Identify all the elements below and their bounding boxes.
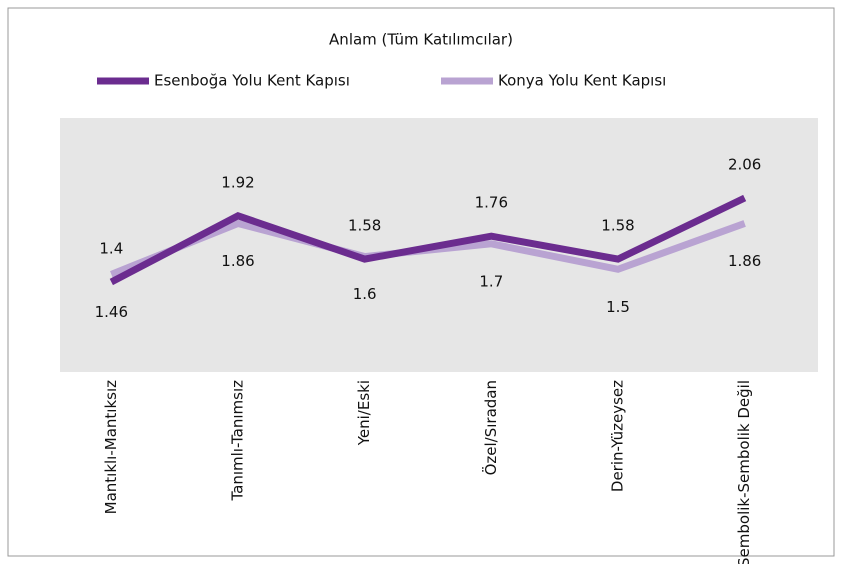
x-tick-label: Özel/Sıradan: [481, 380, 500, 475]
x-tick-label: Tanımlı-Tanımsız: [229, 380, 247, 502]
data-label: 1.92: [221, 173, 254, 191]
data-label: 1.4: [99, 240, 123, 258]
data-label: 1.46: [95, 303, 128, 321]
legend-label: Konya Yolu Kent Kapısı: [498, 72, 666, 90]
data-label: 1.86: [728, 252, 761, 270]
line-series: [109, 194, 747, 286]
data-label: 1.6: [353, 285, 377, 303]
x-tick-label: Mantıklı-Mantıksız: [102, 380, 120, 514]
x-tick-label: Sembolik-Sembolik Değil: [735, 380, 753, 564]
data-label: 1.58: [348, 217, 381, 235]
data-label: 2.06: [728, 156, 761, 174]
frame: [7, 7, 835, 557]
data-label: 1.5: [606, 298, 630, 316]
x-tick-label: Derin-Yüzeysez: [609, 380, 627, 492]
data-label: 1.76: [475, 194, 508, 212]
x-tick-label: Yeni/Eski: [355, 380, 373, 446]
data-label: 1.7: [479, 272, 503, 290]
chart-title: Anlam (Tüm Katılımcılar): [329, 31, 513, 49]
data-label: 1.86: [221, 252, 254, 270]
legend-label: Esenboğa Yolu Kent Kapısı: [154, 72, 350, 90]
data-label: 1.58: [601, 217, 634, 235]
